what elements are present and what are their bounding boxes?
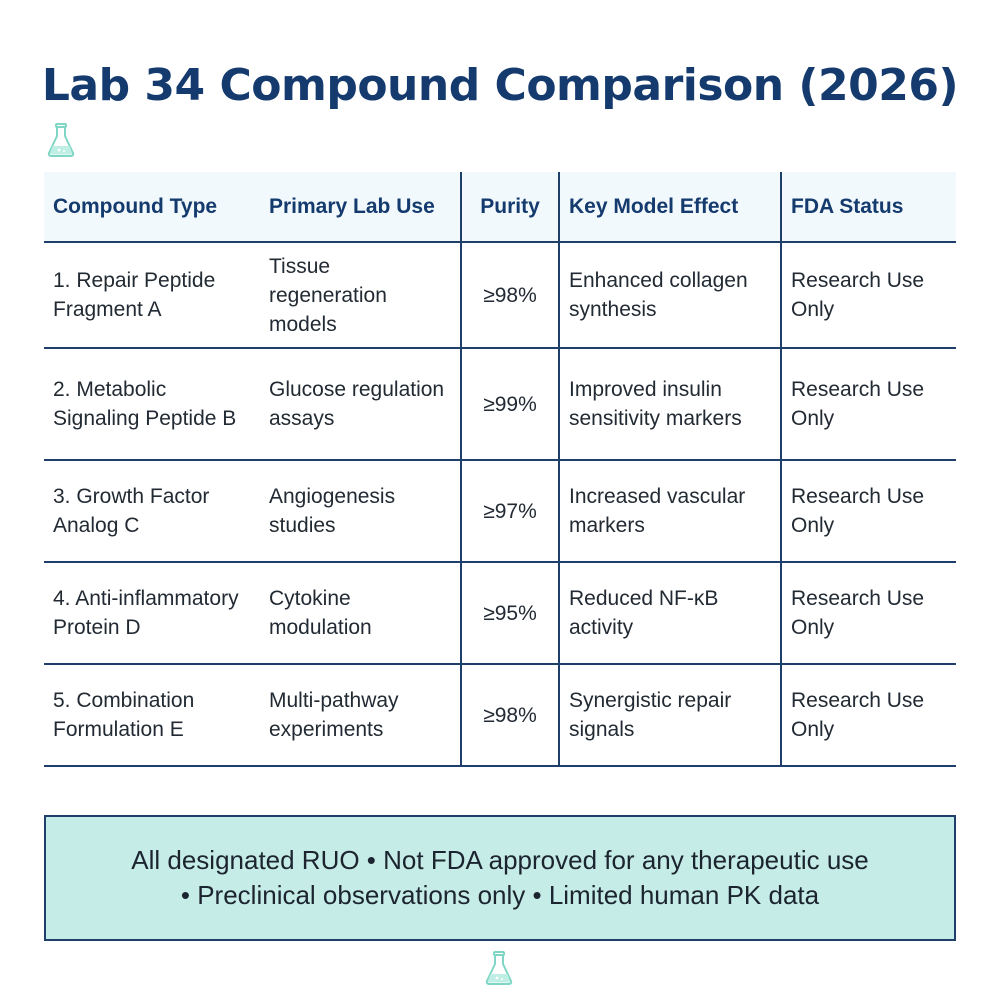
disclaimer-line-2: • Preclinical observations only • Limite… bbox=[180, 880, 820, 910]
cell-line: synthesis bbox=[569, 298, 657, 321]
compound-type-cell: 3. Growth Factor Analog C bbox=[44, 460, 260, 563]
purity-cell: ≥98% bbox=[460, 664, 559, 767]
compound-type-cell: 1. Repair Peptide Fragment A bbox=[44, 242, 260, 349]
column-header-compound-type: Compound Type bbox=[44, 172, 260, 243]
fda-status-cell: Research Use Only bbox=[780, 562, 956, 665]
cell-line: Synergistic repair bbox=[569, 689, 732, 712]
cell-line: Fragment A bbox=[53, 298, 162, 321]
table-row: 1. Repair Peptide Fragment A Tissue regene… bbox=[44, 242, 956, 349]
flask-icon bbox=[46, 122, 76, 158]
column-header-fda-status: FDA Status bbox=[780, 172, 956, 243]
cell-line: 3. Growth Factor bbox=[53, 485, 210, 508]
cell-line: Research Use bbox=[791, 269, 925, 292]
disclaimer-line-1: All designated RUO • Not FDA approved fo… bbox=[131, 845, 869, 875]
cell-line: Reduced NF-κB bbox=[569, 587, 719, 610]
table-row: 4. Anti-inflammatory Protein D Cytokine mo… bbox=[44, 562, 956, 665]
cell-line: Only bbox=[791, 407, 835, 430]
compound-type-cell: 5. Combination Formulation E bbox=[44, 664, 260, 767]
column-header-primary-lab-use: Primary Lab Use bbox=[260, 172, 461, 243]
purity-cell: ≥99% bbox=[460, 348, 559, 461]
cell-line: experiments bbox=[269, 718, 384, 741]
cell-line: Increased vascular bbox=[569, 485, 746, 508]
key-model-effect-cell: Improved insulin sensitivity markers bbox=[558, 348, 781, 461]
key-model-effect-cell: Synergistic repair signals bbox=[558, 664, 781, 767]
cell-line: Glucose regulation bbox=[269, 378, 445, 401]
cell-line: Only bbox=[791, 298, 835, 321]
cell-line: models bbox=[269, 312, 337, 336]
primary-lab-use-cell: Tissue regeneration models bbox=[260, 242, 461, 349]
primary-lab-use-cell: Cytokine modulation bbox=[260, 562, 461, 665]
table-header-row: Compound Type Primary Lab Use Purity Key… bbox=[44, 172, 956, 243]
compound-type-cell: 4. Anti-inflammatory Protein D bbox=[44, 562, 260, 665]
cell-line: sensitivity markers bbox=[569, 407, 742, 430]
cell-line: 5. Combination bbox=[53, 689, 195, 712]
cell-line: Only bbox=[791, 514, 835, 537]
compound-comparison-table: Compound Type Primary Lab Use Purity Key… bbox=[44, 172, 956, 767]
cell-line: 4. Anti-inflammatory bbox=[53, 587, 239, 610]
cell-line: assays bbox=[269, 407, 335, 430]
table-row: 5. Combination Formulation E Multi-pathwa… bbox=[44, 664, 956, 767]
page-title: Lab 34 Compound Comparison (2026) bbox=[41, 60, 959, 111]
cell-line: 1. Repair Peptide bbox=[53, 269, 216, 292]
cell-line: Only bbox=[791, 718, 835, 741]
key-model-effect-cell: Enhanced collagen synthesis bbox=[558, 242, 781, 349]
compound-type-cell: 2. Metabolic Signaling Peptide B bbox=[44, 348, 260, 461]
column-header-key-model-effect: Key Model Effect bbox=[558, 172, 781, 243]
cell-line: studies bbox=[269, 514, 336, 537]
key-model-effect-cell: Increased vascular markers bbox=[558, 460, 781, 563]
cell-line: 2. Metabolic bbox=[53, 378, 167, 401]
fda-status-cell: Research Use Only bbox=[780, 460, 956, 563]
ruo-disclaimer-banner: All designated RUO • Not FDA approved fo… bbox=[44, 815, 956, 941]
purity-cell: ≥97% bbox=[460, 460, 559, 563]
primary-lab-use-cell: Angiogenesis studies bbox=[260, 460, 461, 563]
fda-status-cell: Research Use Only bbox=[780, 348, 956, 461]
fda-status-cell: Research Use Only bbox=[780, 664, 956, 767]
cell-line: regeneration bbox=[269, 283, 387, 307]
cell-line: markers bbox=[569, 514, 645, 537]
key-model-effect-cell: Reduced NF-κB activity bbox=[558, 562, 781, 665]
purity-cell: ≥98% bbox=[460, 242, 559, 349]
cell-line: Research Use bbox=[791, 378, 925, 401]
cell-line: Research Use bbox=[791, 689, 925, 712]
column-header-purity: Purity bbox=[460, 172, 559, 243]
cell-line: Signaling Peptide B bbox=[53, 407, 237, 430]
table-row: 3. Growth Factor Analog C Angiogenesis stu… bbox=[44, 460, 956, 563]
cell-line: Research Use bbox=[791, 485, 925, 508]
primary-lab-use-cell: Multi-pathway experiments bbox=[260, 664, 461, 767]
cell-line: Protein D bbox=[53, 616, 141, 639]
cell-line: activity bbox=[569, 616, 634, 639]
cell-line: Angiogenesis bbox=[269, 485, 396, 508]
cell-line: Research Use bbox=[791, 587, 925, 610]
cell-line: signals bbox=[569, 718, 635, 741]
primary-lab-use-cell: Glucose regulation assays bbox=[260, 348, 461, 461]
purity-cell: ≥95% bbox=[460, 562, 559, 665]
cell-line: Multi-pathway bbox=[269, 689, 399, 712]
cell-line: Enhanced collagen bbox=[569, 269, 748, 292]
fda-status-cell: Research Use Only bbox=[780, 242, 956, 349]
cell-line: Only bbox=[791, 616, 835, 639]
table-row: 2. Metabolic Signaling Peptide B Glucose … bbox=[44, 348, 956, 461]
cell-line: Improved insulin bbox=[569, 378, 722, 401]
cell-line: modulation bbox=[269, 616, 372, 639]
flask-icon bbox=[484, 950, 514, 986]
cell-line: Cytokine bbox=[269, 587, 351, 610]
cell-line: Analog C bbox=[53, 514, 140, 537]
cell-line: Tissue bbox=[269, 254, 331, 278]
cell-line: Formulation E bbox=[53, 718, 184, 741]
